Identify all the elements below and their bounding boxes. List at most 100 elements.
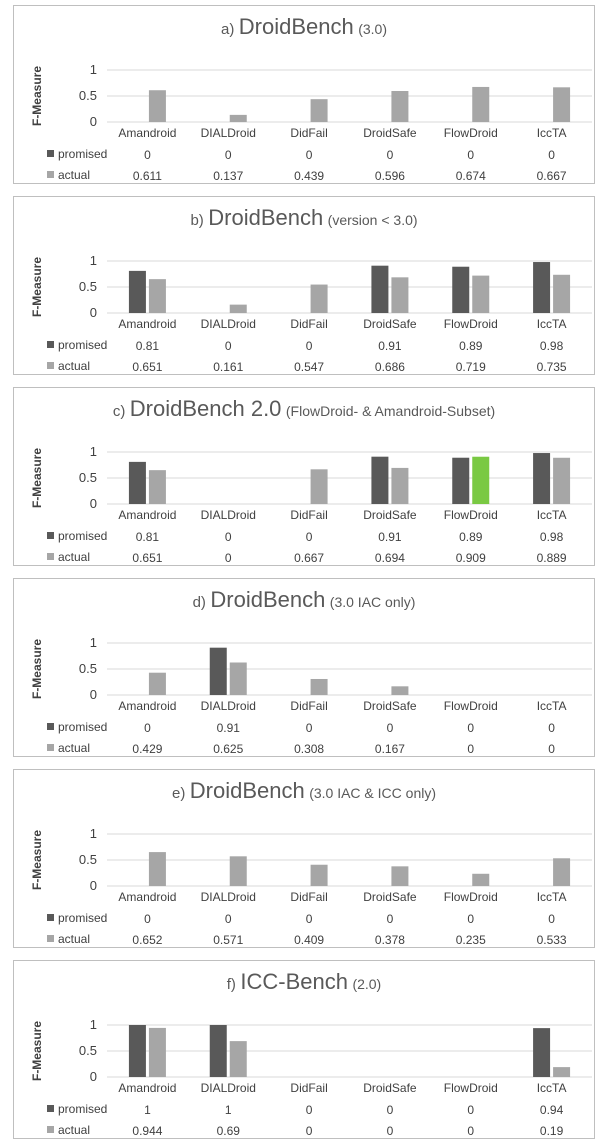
data-label-promised: 0.91 [378, 530, 402, 544]
data-label-actual: 0.533 [537, 933, 567, 947]
panel-name: DroidBench [189, 778, 305, 803]
data-label-promised: 0 [144, 912, 151, 926]
bar-actual-iccta [553, 1067, 571, 1077]
data-label-actual: 0.439 [294, 169, 324, 183]
data-label-promised: 0 [467, 1103, 474, 1117]
y-tick-label: 0.5 [79, 1043, 97, 1058]
data-label-actual: 0 [387, 1124, 394, 1138]
y-tick-label: 0.5 [79, 88, 97, 103]
y-axis-title: F-Measure [30, 66, 44, 126]
data-label-promised: 0.98 [540, 530, 564, 544]
chart-1: b) DroidBench (version < 3.0) F-Measure 1… [13, 196, 595, 375]
category-label: FlowDroid [444, 317, 498, 331]
legend-swatch-promised [47, 914, 54, 921]
bar-actual-iccta [553, 274, 571, 313]
data-label-promised: 0 [306, 1103, 313, 1117]
category-label: Amandroid [118, 317, 176, 331]
category-label: IccTA [537, 317, 567, 331]
data-label-promised: 0.81 [136, 530, 160, 544]
chart-title: b) DroidBench (version < 3.0) [14, 205, 594, 231]
bar-actual-flowdroid [472, 275, 490, 313]
panel-letter: c) [112, 403, 126, 420]
category-label: Amandroid [118, 508, 176, 522]
chart-title: d) DroidBench (3.0 IAC only) [14, 587, 594, 613]
data-label-promised: 0 [306, 912, 313, 926]
category-label: FlowDroid [444, 126, 498, 140]
panel-letter: e) [171, 785, 186, 802]
panel-name: DroidBench 2.0 [129, 396, 282, 421]
y-tick-label: 0 [90, 496, 97, 511]
legend-label-promised: promised [58, 1102, 107, 1116]
data-label-promised: 0 [306, 721, 313, 735]
chart-5: f) ICC-Bench (2.0) F-Measure 1 0.5 0 Amandro… [13, 960, 595, 1139]
data-label-actual: 0.652 [132, 933, 162, 947]
y-tick-label: 0 [90, 305, 97, 320]
legend-label-actual: actual [58, 168, 90, 182]
bar-actual-dialdroid [229, 114, 247, 122]
category-label: DroidSafe [363, 508, 417, 522]
category-label: DroidSafe [363, 699, 417, 713]
data-label-actual: 0.674 [456, 169, 486, 183]
category-label: DidFail [290, 699, 327, 713]
data-label-actual: 0.735 [537, 360, 567, 374]
bar-actual-iccta [553, 858, 571, 886]
panel-letter: a) [221, 21, 235, 38]
data-label-actual: 0.235 [456, 933, 486, 947]
bar-actual-didfail [310, 99, 328, 122]
chart-svg: F-Measure 1 0.5 0 Amandroid 0 0.652 DIALDroid 0 0… [30, 826, 592, 947]
category-label: DIALDroid [201, 508, 256, 522]
category-label: Amandroid [118, 1081, 176, 1095]
data-label-promised: 0 [387, 912, 394, 926]
bar-actual-flowdroid [472, 873, 490, 886]
category-label: FlowDroid [444, 890, 498, 904]
panel-name: DroidBench [210, 587, 326, 612]
panel-name: DroidBench [238, 14, 354, 39]
bar-actual-didfail [310, 864, 328, 886]
legend-swatch-promised [47, 532, 54, 539]
panel-subtitle: (3.0 IAC only) [329, 594, 416, 610]
bar-actual-amandroid [148, 279, 166, 313]
legend-label-actual: actual [58, 932, 90, 946]
category-label: Amandroid [118, 890, 176, 904]
bar-actual-flowdroid [472, 456, 490, 504]
chart-title: e) DroidBench (3.0 IAC & ICC only) [14, 778, 594, 804]
bar-promised-flowdroid [452, 266, 470, 313]
data-label-actual: 0.651 [132, 360, 162, 374]
data-label-actual: 0.889 [537, 551, 567, 565]
category-label: DidFail [290, 508, 327, 522]
panel-subtitle: (2.0) [352, 976, 382, 992]
y-axis-title: F-Measure [30, 639, 44, 699]
bar-actual-amandroid [148, 90, 166, 122]
category-label: DidFail [290, 126, 327, 140]
data-label-promised: 0 [387, 1103, 394, 1117]
legend-label-promised: promised [58, 720, 107, 734]
data-label-actual: 0.694 [375, 551, 405, 565]
y-tick-label: 1 [90, 635, 97, 650]
panel-letter: d) [192, 594, 206, 611]
data-label-promised: 0 [225, 148, 232, 162]
data-label-promised: 0.89 [459, 339, 483, 353]
y-tick-label: 0.5 [79, 852, 97, 867]
bar-actual-flowdroid [472, 86, 490, 122]
legend-swatch-actual [47, 744, 54, 751]
data-label-promised: 0 [144, 148, 151, 162]
bar-actual-didfail [310, 678, 328, 695]
data-label-actual: 0.19 [540, 1124, 564, 1138]
bar-promised-droidsafe [371, 456, 389, 504]
category-label: DidFail [290, 317, 327, 331]
data-label-promised: 0 [548, 148, 555, 162]
data-label-promised: 0 [225, 530, 232, 544]
data-label-promised: 0 [225, 339, 232, 353]
bar-actual-dialdroid [229, 304, 247, 313]
chart-4: e) DroidBench (3.0 IAC & ICC only) F-Mea… [13, 769, 595, 948]
bar-actual-dialdroid [229, 856, 247, 886]
bar-actual-didfail [310, 469, 328, 504]
data-label-actual: 0.596 [375, 169, 405, 183]
legend-label-promised: promised [58, 338, 107, 352]
panel-letter: b) [190, 212, 204, 229]
data-label-actual: 0.944 [132, 1124, 162, 1138]
data-label-promised: 0.94 [540, 1103, 564, 1117]
category-label: DroidSafe [363, 890, 417, 904]
data-label-actual: 0 [225, 551, 232, 565]
bar-promised-iccta [533, 453, 551, 504]
